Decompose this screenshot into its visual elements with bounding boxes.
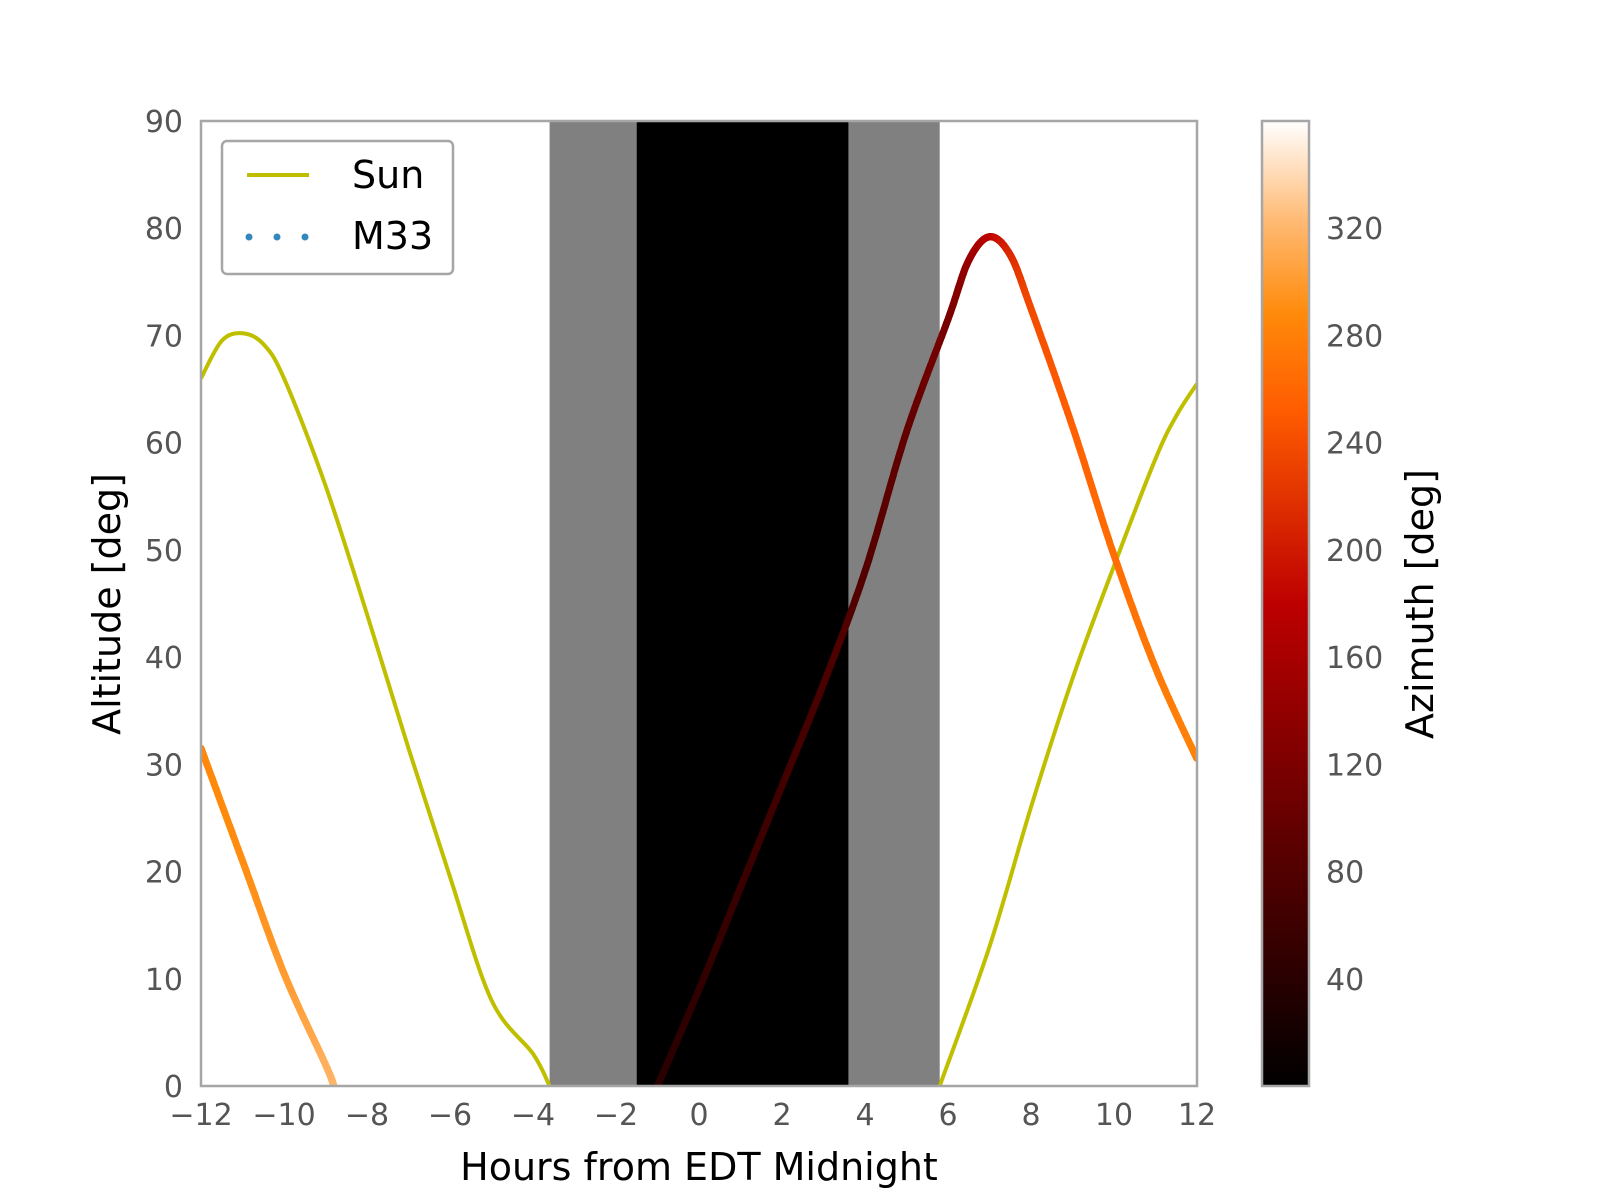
colorbar-tick-label: 240 xyxy=(1326,427,1383,462)
night-shading xyxy=(549,121,940,1086)
y-tick-label: 20 xyxy=(145,856,183,891)
colorbar-tick-label: 80 xyxy=(1326,856,1364,891)
x-tick-label: 12 xyxy=(1178,1098,1216,1133)
x-tick-label: 10 xyxy=(1095,1098,1133,1133)
y-tick-label: 80 xyxy=(145,212,183,247)
legend-m33-dot xyxy=(301,233,309,241)
y-tick-label: 40 xyxy=(145,641,183,676)
y-tick-label: 90 xyxy=(145,105,183,140)
x-axis-ticks: −12 −10 −8 −6 −4 −2 0 2 4 6 8 10 12 xyxy=(169,1098,1216,1133)
sun-line-segment-0 xyxy=(201,331,552,1086)
night-band xyxy=(636,121,849,1086)
legend-sun-label: Sun xyxy=(352,153,424,197)
x-tick-label: −12 xyxy=(169,1098,232,1133)
colorbar-ticks: 40 80 120 160 200 240 280 320 xyxy=(1326,212,1383,998)
m33-curve-segment-0 xyxy=(201,744,338,1086)
x-tick-label: −4 xyxy=(511,1098,555,1133)
colorbar-tick-label: 320 xyxy=(1326,212,1383,247)
x-tick-label: −6 xyxy=(428,1098,472,1133)
colorbar-gradient xyxy=(1260,119,1311,1088)
y-tick-label: 30 xyxy=(145,748,183,783)
x-tick-label: 0 xyxy=(689,1098,708,1133)
y-tick-label: 10 xyxy=(145,963,183,998)
x-tick-label: 2 xyxy=(772,1098,791,1133)
colorbar-tick-label: 120 xyxy=(1326,748,1383,783)
y-tick-label: 60 xyxy=(145,427,183,462)
m33-curve-segment-1 xyxy=(653,233,1197,1086)
x-tick-label: −2 xyxy=(594,1098,638,1133)
x-tick-label: 4 xyxy=(855,1098,874,1133)
colorbar-tick-label: 280 xyxy=(1326,319,1383,354)
y-tick-label: 0 xyxy=(164,1070,183,1105)
x-tick-label: −10 xyxy=(252,1098,315,1133)
x-tick-label: −8 xyxy=(345,1098,389,1133)
legend-m33-dot xyxy=(245,233,253,241)
colorbar-tick-label: 40 xyxy=(1326,963,1364,998)
y-axis-label: Altitude [deg] xyxy=(85,473,129,735)
plot-frame xyxy=(199,119,1199,1088)
x-axis-label: Hours from EDT Midnight xyxy=(460,1145,938,1189)
sun-line-segment-1 xyxy=(937,382,1197,1086)
series-layer xyxy=(201,233,1197,1086)
colorbar-tick-label: 200 xyxy=(1326,534,1383,569)
y-axis-ticks: 0 10 20 30 40 50 60 70 80 90 xyxy=(145,105,183,1105)
legend-m33-label: M33 xyxy=(352,214,433,258)
colorbar: 40 80 120 160 200 240 280 320 Azimuth [deg] xyxy=(1260,119,1442,1088)
legend-m33-dot xyxy=(273,233,281,241)
colorbar-tick-label: 160 xyxy=(1326,641,1383,676)
legend: Sun M33 xyxy=(220,139,455,276)
x-tick-label: 8 xyxy=(1021,1098,1040,1133)
x-tick-label: 6 xyxy=(938,1098,957,1133)
colorbar-label: Azimuth [deg] xyxy=(1398,469,1442,739)
y-tick-label: 70 xyxy=(145,319,183,354)
y-tick-label: 50 xyxy=(145,534,183,569)
